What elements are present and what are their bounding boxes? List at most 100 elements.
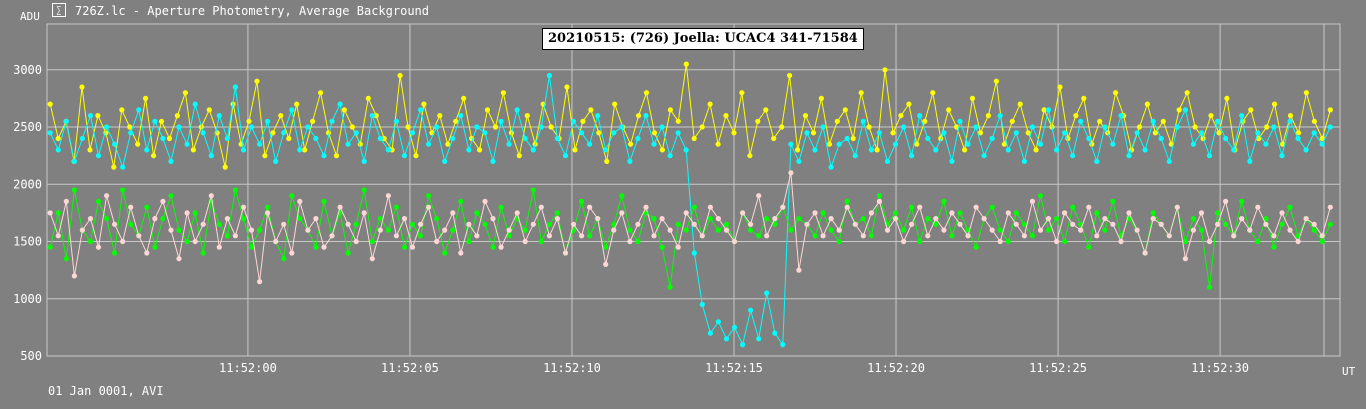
data-point bbox=[930, 90, 936, 96]
data-point bbox=[588, 107, 594, 113]
data-point bbox=[707, 330, 714, 336]
data-point bbox=[1182, 256, 1188, 262]
data-point bbox=[506, 227, 512, 233]
data-point bbox=[756, 336, 762, 342]
data-point bbox=[257, 227, 263, 233]
data-point bbox=[876, 198, 883, 204]
x-tick-label: 11:52:25 bbox=[1029, 361, 1087, 375]
data-point bbox=[120, 164, 126, 170]
lightcurve-icon[interactable]: ∑ bbox=[52, 3, 66, 17]
data-point bbox=[1158, 135, 1164, 142]
data-point bbox=[95, 198, 102, 204]
data-point bbox=[184, 238, 190, 245]
data-point bbox=[1319, 141, 1325, 147]
data-point bbox=[514, 107, 520, 113]
data-point bbox=[611, 221, 617, 227]
data-point bbox=[962, 147, 968, 153]
data-point bbox=[262, 153, 268, 159]
data-point bbox=[1102, 124, 1108, 130]
data-point bbox=[385, 147, 391, 153]
data-point bbox=[1037, 227, 1044, 233]
x-axis-label: UT bbox=[1342, 365, 1356, 378]
data-point bbox=[860, 216, 866, 222]
data-point bbox=[925, 135, 931, 142]
data-point bbox=[112, 250, 118, 256]
data-point bbox=[836, 238, 842, 245]
data-point bbox=[345, 141, 351, 147]
data-point bbox=[643, 90, 650, 96]
data-point bbox=[158, 118, 165, 124]
data-point bbox=[965, 141, 971, 147]
data-point bbox=[1009, 118, 1015, 124]
data-point bbox=[418, 107, 424, 113]
data-point bbox=[216, 113, 222, 119]
y-tick-label: 3000 bbox=[13, 63, 42, 77]
data-point bbox=[289, 250, 295, 256]
data-point bbox=[47, 101, 53, 107]
data-point bbox=[289, 193, 295, 199]
data-point bbox=[764, 216, 770, 222]
data-point bbox=[458, 250, 464, 256]
data-point bbox=[820, 233, 826, 239]
data-point bbox=[1086, 204, 1092, 210]
data-point bbox=[973, 204, 979, 210]
data-point bbox=[667, 107, 674, 113]
data-point bbox=[997, 227, 1003, 233]
data-point bbox=[691, 250, 697, 256]
data-point bbox=[587, 204, 593, 210]
data-point bbox=[47, 244, 53, 250]
data-point bbox=[906, 101, 912, 107]
data-point bbox=[216, 221, 222, 227]
data-point bbox=[240, 204, 247, 210]
data-point bbox=[1013, 130, 1019, 136]
data-point bbox=[1311, 227, 1317, 233]
data-point bbox=[401, 153, 408, 159]
data-point bbox=[788, 141, 794, 147]
data-point bbox=[286, 135, 292, 142]
data-point bbox=[160, 216, 166, 222]
data-point bbox=[248, 227, 255, 233]
data-point bbox=[341, 107, 347, 113]
data-point bbox=[55, 135, 61, 142]
data-point bbox=[152, 244, 158, 250]
data-point bbox=[310, 118, 316, 124]
data-point bbox=[87, 238, 94, 245]
data-point bbox=[933, 147, 939, 153]
data-point bbox=[787, 72, 793, 79]
data-point bbox=[1160, 118, 1166, 124]
y-tick-label: 2500 bbox=[13, 120, 42, 134]
data-point bbox=[413, 153, 419, 159]
data-point bbox=[795, 147, 801, 153]
data-point bbox=[224, 135, 230, 142]
data-point bbox=[1303, 90, 1309, 96]
data-point bbox=[397, 72, 403, 79]
data-point bbox=[1081, 95, 1087, 101]
data-point bbox=[63, 198, 69, 204]
data-point bbox=[740, 210, 746, 216]
data-point bbox=[1248, 107, 1254, 113]
data-point bbox=[860, 233, 866, 239]
data-point bbox=[844, 204, 850, 210]
data-point bbox=[651, 216, 657, 222]
data-point bbox=[579, 130, 585, 136]
data-point bbox=[200, 130, 206, 136]
data-point bbox=[628, 141, 634, 147]
series-group bbox=[47, 61, 1333, 348]
data-point bbox=[946, 107, 952, 113]
data-point bbox=[442, 227, 448, 233]
data-point bbox=[1184, 90, 1190, 96]
data-point bbox=[1206, 153, 1213, 159]
data-point bbox=[1247, 227, 1253, 233]
data-point bbox=[1118, 113, 1124, 119]
data-point bbox=[546, 221, 553, 227]
grid bbox=[47, 24, 1340, 356]
data-point bbox=[651, 141, 657, 147]
data-point bbox=[232, 233, 238, 239]
data-point bbox=[587, 233, 593, 239]
data-point bbox=[248, 244, 255, 250]
data-point bbox=[715, 227, 722, 233]
data-point bbox=[780, 204, 786, 210]
data-point bbox=[651, 130, 658, 136]
data-point bbox=[914, 141, 920, 147]
